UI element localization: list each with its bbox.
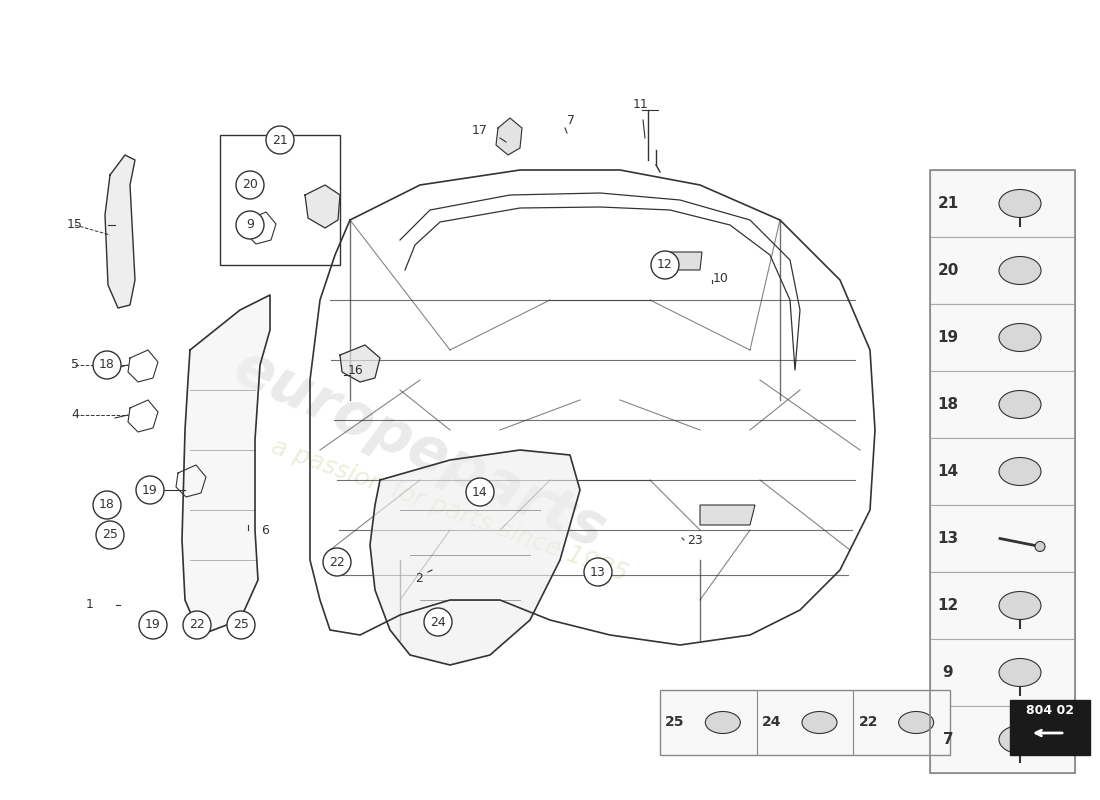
Bar [220,135,340,265]
Circle shape [651,251,679,279]
Text: 2: 2 [415,571,422,585]
Circle shape [236,171,264,199]
Text: europeparts: europeparts [224,339,615,561]
Bar [930,572,1075,639]
Text: 18: 18 [937,397,958,412]
Ellipse shape [999,726,1041,754]
Circle shape [227,611,255,639]
Circle shape [136,476,164,504]
Polygon shape [700,505,755,525]
Text: 15: 15 [67,218,82,231]
Circle shape [584,558,612,586]
Text: 1: 1 [86,598,94,611]
Ellipse shape [999,323,1041,351]
Bar [930,505,1075,572]
Circle shape [424,608,452,636]
Ellipse shape [999,190,1041,218]
Text: 9: 9 [943,665,954,680]
Ellipse shape [999,591,1041,619]
Text: 13: 13 [590,566,606,578]
Bar [930,170,1075,237]
Bar [930,639,1075,706]
Text: 17: 17 [472,123,488,137]
Circle shape [466,478,494,506]
Bar [930,438,1075,505]
Text: 18: 18 [99,358,114,371]
Bar [930,371,1075,438]
Circle shape [183,611,211,639]
Text: 19: 19 [937,330,958,345]
Polygon shape [370,450,580,665]
Text: 4: 4 [72,409,79,422]
Ellipse shape [999,390,1041,418]
Polygon shape [496,118,522,155]
Text: 22: 22 [329,555,345,569]
Circle shape [96,521,124,549]
Circle shape [266,126,294,154]
Polygon shape [104,155,135,308]
Text: a passion for parts since 1985: a passion for parts since 1985 [268,434,631,586]
Ellipse shape [705,711,740,734]
Text: 23: 23 [688,534,703,546]
Ellipse shape [999,458,1041,486]
Circle shape [139,611,167,639]
Circle shape [94,491,121,519]
Polygon shape [305,185,340,228]
Text: 6: 6 [261,523,268,537]
Polygon shape [340,345,379,382]
Text: 9: 9 [246,218,254,231]
Text: 12: 12 [937,598,958,613]
Text: 3: 3 [152,483,160,497]
Text: 7: 7 [566,114,575,126]
Text: 21: 21 [937,196,958,211]
Text: 5: 5 [72,358,79,371]
Text: 25: 25 [233,618,249,631]
Text: 14: 14 [937,464,958,479]
Ellipse shape [802,711,837,734]
Text: 22: 22 [859,715,878,730]
Text: 16: 16 [348,363,364,377]
Bar [660,690,950,755]
Text: 804 02: 804 02 [1026,705,1074,718]
Text: 12: 12 [657,258,673,271]
Text: 13: 13 [937,531,958,546]
Bar [930,304,1075,371]
Bar [930,170,1075,773]
Text: 24: 24 [430,615,446,629]
Text: 20: 20 [937,263,959,278]
Polygon shape [666,252,702,270]
Text: 20: 20 [242,178,257,191]
Text: 14: 14 [472,486,488,498]
Ellipse shape [899,711,934,734]
Text: 25: 25 [666,715,684,730]
Bar [930,706,1075,773]
Text: 24: 24 [762,715,781,730]
Circle shape [236,211,264,239]
Text: 21: 21 [272,134,288,146]
Text: 19: 19 [145,618,161,631]
FancyBboxPatch shape [1010,700,1090,755]
Text: 7: 7 [943,732,954,747]
Circle shape [94,351,121,379]
Text: 10: 10 [713,271,729,285]
Bar [930,237,1075,304]
Text: 19: 19 [142,483,158,497]
Circle shape [1035,542,1045,551]
Polygon shape [182,295,270,635]
Text: 11: 11 [634,98,649,111]
Circle shape [323,548,351,576]
Ellipse shape [999,658,1041,686]
Ellipse shape [999,257,1041,285]
Text: 25: 25 [102,529,118,542]
Text: 18: 18 [99,498,114,511]
Text: 22: 22 [189,618,205,631]
